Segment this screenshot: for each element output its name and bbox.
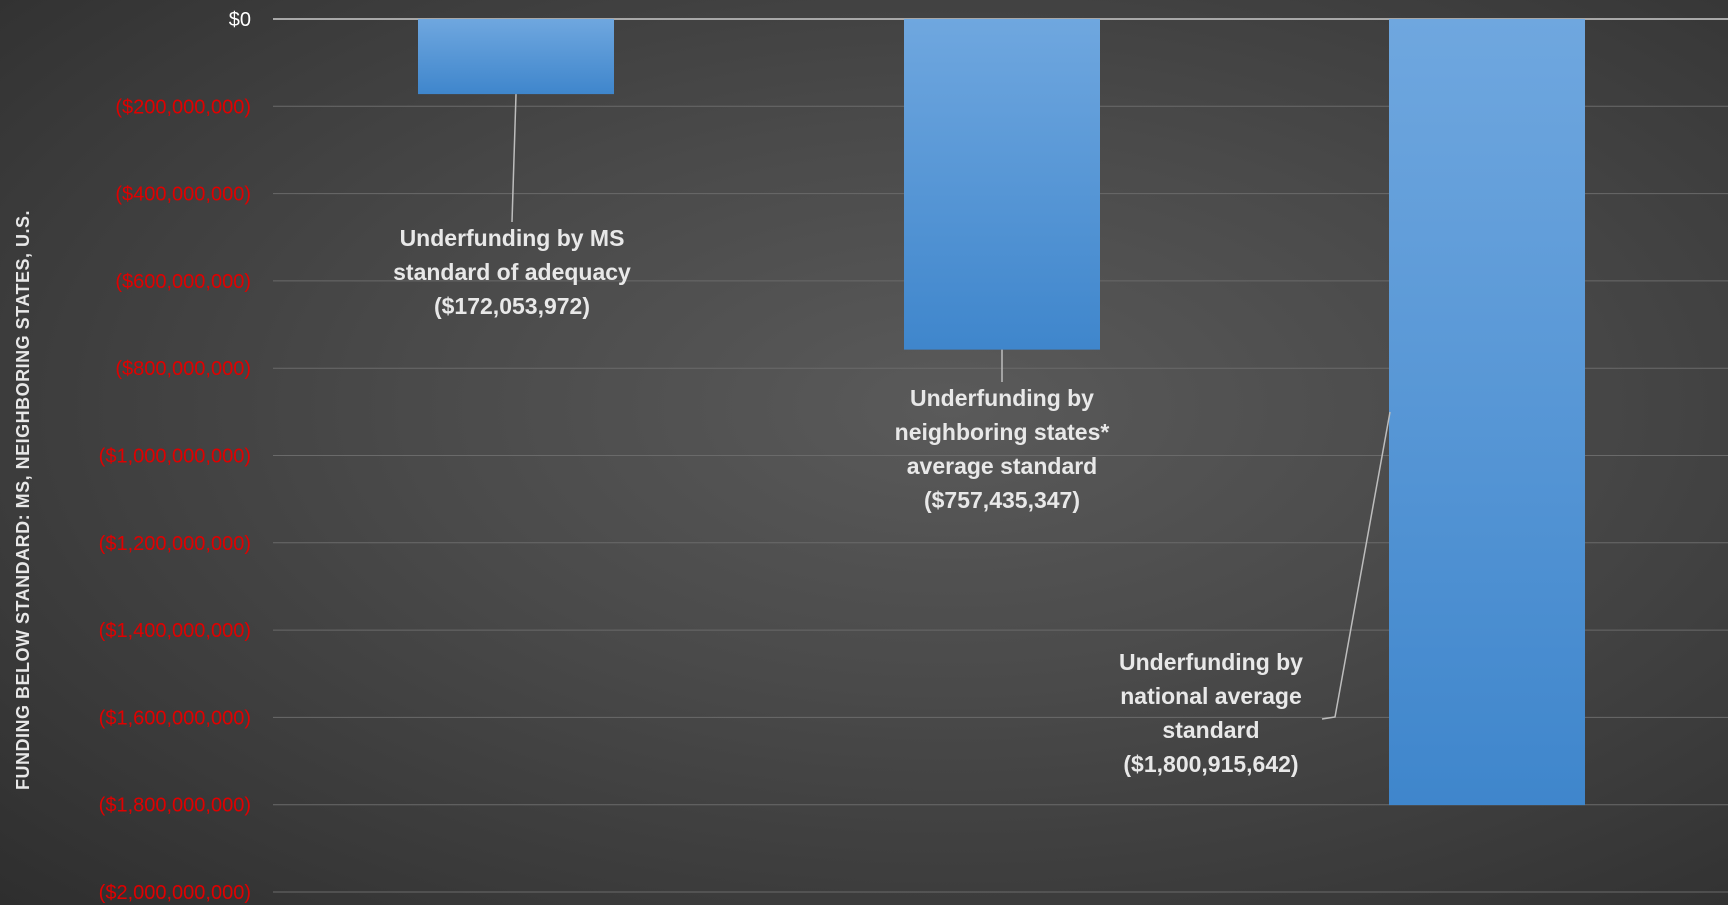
bar xyxy=(904,19,1100,350)
bar-data-label-line: Underfunding by xyxy=(1119,649,1303,675)
bars xyxy=(418,19,1585,806)
leader-lines xyxy=(511,94,1391,720)
y-tick-label: ($200,000,000) xyxy=(115,96,251,118)
y-axis-tick-labels: $0 ($200,000,000) ($400,000,000) ($600,000,… xyxy=(99,9,251,904)
y-tick-label: ($1,000,000,000) xyxy=(99,446,251,468)
y-tick-label: $0 xyxy=(229,9,251,31)
leader-line xyxy=(1321,411,1391,720)
bar-data-label-line: Underfunding by xyxy=(910,385,1094,411)
bar-data-label-line: Underfunding by MS xyxy=(400,225,625,251)
bar-data-label-line: average standard xyxy=(907,453,1097,479)
y-tick-label: ($1,200,000,000) xyxy=(99,533,251,555)
leader-line xyxy=(511,94,517,223)
bar-data-label-line: ($172,053,972) xyxy=(434,293,590,319)
bar-data-label: Underfunding by neighboring states* averag… xyxy=(895,385,1110,513)
bar xyxy=(1389,19,1585,806)
y-tick-label: ($400,000,000) xyxy=(115,184,251,206)
bar-data-label-line: ($1,800,915,642) xyxy=(1123,751,1298,777)
y-tick-label: ($1,400,000,000) xyxy=(99,620,251,642)
y-tick-label: ($800,000,000) xyxy=(115,358,251,380)
bar xyxy=(418,19,614,95)
y-axis-label: FUNDING BELOW STANDARD: MS, NEIGHBORING … xyxy=(13,210,33,790)
bar-data-label: Underfunding by MS standard of adequacy ($… xyxy=(393,225,631,319)
y-tick-label: ($1,600,000,000) xyxy=(99,707,251,729)
bar-data-label-line: standard of adequacy xyxy=(393,259,631,285)
data-annotations: Underfunding by MS standard of adequacy ($… xyxy=(393,225,1303,777)
bar-data-label-line: national average xyxy=(1120,683,1302,709)
y-tick-label: ($2,000,000,000) xyxy=(99,882,251,904)
y-tick-label: ($1,800,000,000) xyxy=(99,795,251,817)
y-tick-label: ($600,000,000) xyxy=(115,271,251,293)
bar-data-label: Underfunding by national average standard (… xyxy=(1119,649,1303,777)
bar-data-label-line: standard xyxy=(1162,717,1259,743)
bar-data-label-line: neighboring states* xyxy=(895,419,1110,445)
bar-data-label-line: ($757,435,347) xyxy=(924,487,1080,513)
